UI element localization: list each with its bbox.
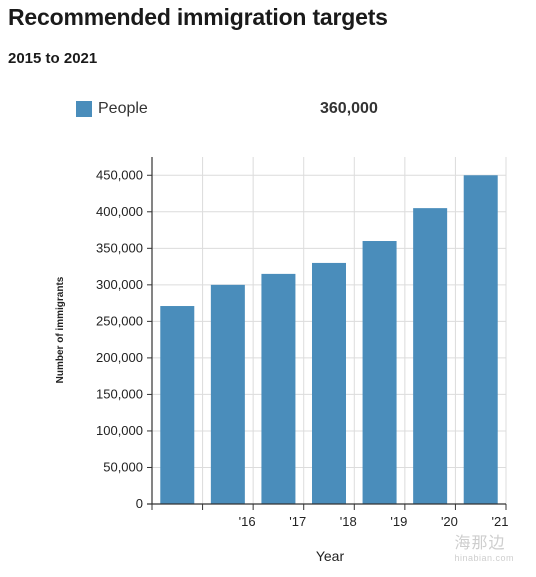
chart-subtitle: 2015 to 2021 bbox=[8, 50, 98, 67]
watermark-logo: 海那边 hinabian.com bbox=[454, 529, 514, 563]
watermark-sub: hinabian.com bbox=[454, 553, 514, 563]
x-tick-label: '16 bbox=[239, 514, 256, 529]
legend-value: 360,000 bbox=[320, 100, 378, 117]
chart-title: Recommended immigration targets bbox=[8, 4, 388, 30]
watermark-main: 海那边 bbox=[454, 535, 506, 552]
x-tick-label: '20 bbox=[441, 514, 458, 529]
legend-label: People bbox=[98, 100, 148, 117]
y-tick-label: 400,000 bbox=[96, 204, 143, 219]
x-tick-label: '17 bbox=[289, 514, 306, 529]
legend: People 360,000 bbox=[76, 100, 396, 120]
y-tick-label: 50,000 bbox=[103, 459, 143, 474]
bar bbox=[463, 175, 498, 504]
y-tick-label: 300,000 bbox=[96, 277, 143, 292]
x-axis-title: Year bbox=[316, 548, 345, 564]
bar bbox=[261, 273, 296, 504]
bar bbox=[210, 284, 245, 504]
x-tick-label: '18 bbox=[340, 514, 357, 529]
y-tick-label: 200,000 bbox=[96, 350, 143, 365]
bar bbox=[312, 262, 346, 504]
y-tick-label: 450,000 bbox=[96, 167, 143, 182]
y-tick-label: 0 bbox=[136, 496, 143, 511]
y-tick-label: 100,000 bbox=[96, 423, 143, 438]
bar bbox=[362, 241, 397, 504]
y-tick-label: 350,000 bbox=[96, 240, 143, 255]
bar bbox=[413, 208, 448, 504]
y-axis-title: Number of immigrants bbox=[55, 276, 66, 383]
bars bbox=[160, 175, 498, 504]
bar bbox=[160, 306, 195, 504]
tick-labels: 0 50,000 100,000 150,000 200,000 250,000 300,0… bbox=[96, 167, 508, 529]
x-tick-label: '19 bbox=[390, 514, 407, 529]
x-tick-label: '21 bbox=[492, 514, 509, 529]
y-tick-label: 150,000 bbox=[96, 386, 143, 401]
axes bbox=[147, 157, 507, 510]
legend-swatch bbox=[76, 101, 92, 117]
y-tick-label: 250,000 bbox=[96, 313, 143, 328]
